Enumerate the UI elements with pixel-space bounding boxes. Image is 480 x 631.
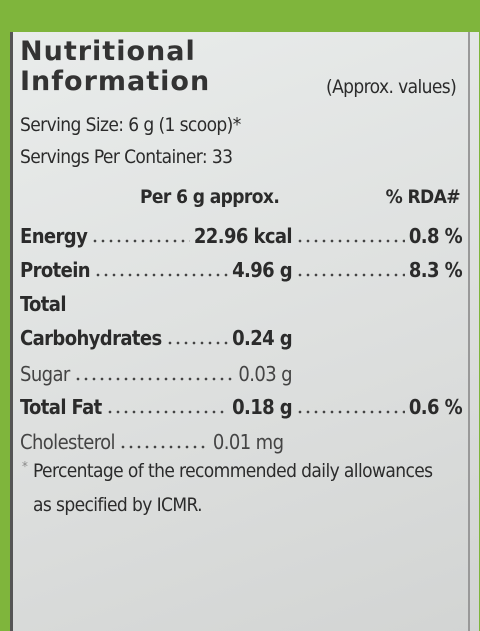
title: Nutritional bbox=[20, 36, 196, 67]
row: Carbohydrates 0.24 g bbox=[20, 324, 462, 350]
leader-dots bbox=[94, 273, 229, 277]
leader-dots bbox=[296, 273, 405, 277]
title: Information bbox=[20, 66, 211, 97]
leader-dots bbox=[73, 377, 235, 381]
leader-dots bbox=[296, 410, 405, 414]
serving-size: Serving Size: 6 g (1 scoop)* bbox=[20, 114, 241, 136]
amount: 0.03 g bbox=[238, 362, 292, 386]
footnote-marker: * bbox=[22, 460, 28, 475]
row: Cholesterol 0.01 mg bbox=[20, 428, 462, 454]
nutrient: Energy bbox=[20, 224, 88, 248]
row: Total bbox=[20, 290, 462, 316]
nutrient: Protein bbox=[20, 258, 91, 282]
leader-dots bbox=[91, 239, 190, 243]
amount: 4.96 g bbox=[232, 258, 293, 282]
nutrient: Cholesterol bbox=[20, 430, 116, 454]
rda: 0.6 % bbox=[408, 395, 463, 419]
column-header: % RDA# bbox=[385, 186, 461, 208]
amount: 0.01 mg bbox=[212, 430, 284, 454]
rda: 8.3 % bbox=[408, 258, 463, 282]
label-panel bbox=[10, 32, 479, 631]
row: Protein 4.96 g 8.3 % bbox=[20, 256, 463, 282]
row: Total Fat 0.18 g 0.6 % bbox=[20, 393, 463, 419]
nutrient: Total Fat bbox=[20, 395, 102, 419]
rda: 0.8 % bbox=[408, 224, 463, 248]
servings: Servings Per Container: 33 bbox=[20, 146, 233, 168]
amount: 22.96 kcal bbox=[193, 224, 293, 248]
amount: 0.24 g bbox=[232, 326, 293, 350]
leader-dots bbox=[165, 341, 229, 345]
column-header: Per 6 g approx. bbox=[140, 186, 280, 208]
note: (Approx. values) bbox=[326, 76, 457, 98]
label-edge bbox=[468, 32, 470, 631]
amount: 0.18 g bbox=[232, 395, 293, 419]
nutrient: Carbohydrates bbox=[20, 326, 162, 350]
nutrient: Total bbox=[20, 292, 66, 316]
footnote: Percentage of the recommended daily allo… bbox=[33, 460, 433, 482]
leader-dots bbox=[118, 445, 209, 449]
leader-dots bbox=[296, 239, 405, 243]
row: Energy 22.96 kcal 0.8 % bbox=[20, 222, 463, 248]
footnote: as specified by ICMR. bbox=[33, 494, 203, 516]
leader-dots bbox=[105, 410, 229, 414]
row: Sugar 0.03 g bbox=[20, 360, 462, 386]
nutrient: Sugar bbox=[20, 362, 70, 386]
